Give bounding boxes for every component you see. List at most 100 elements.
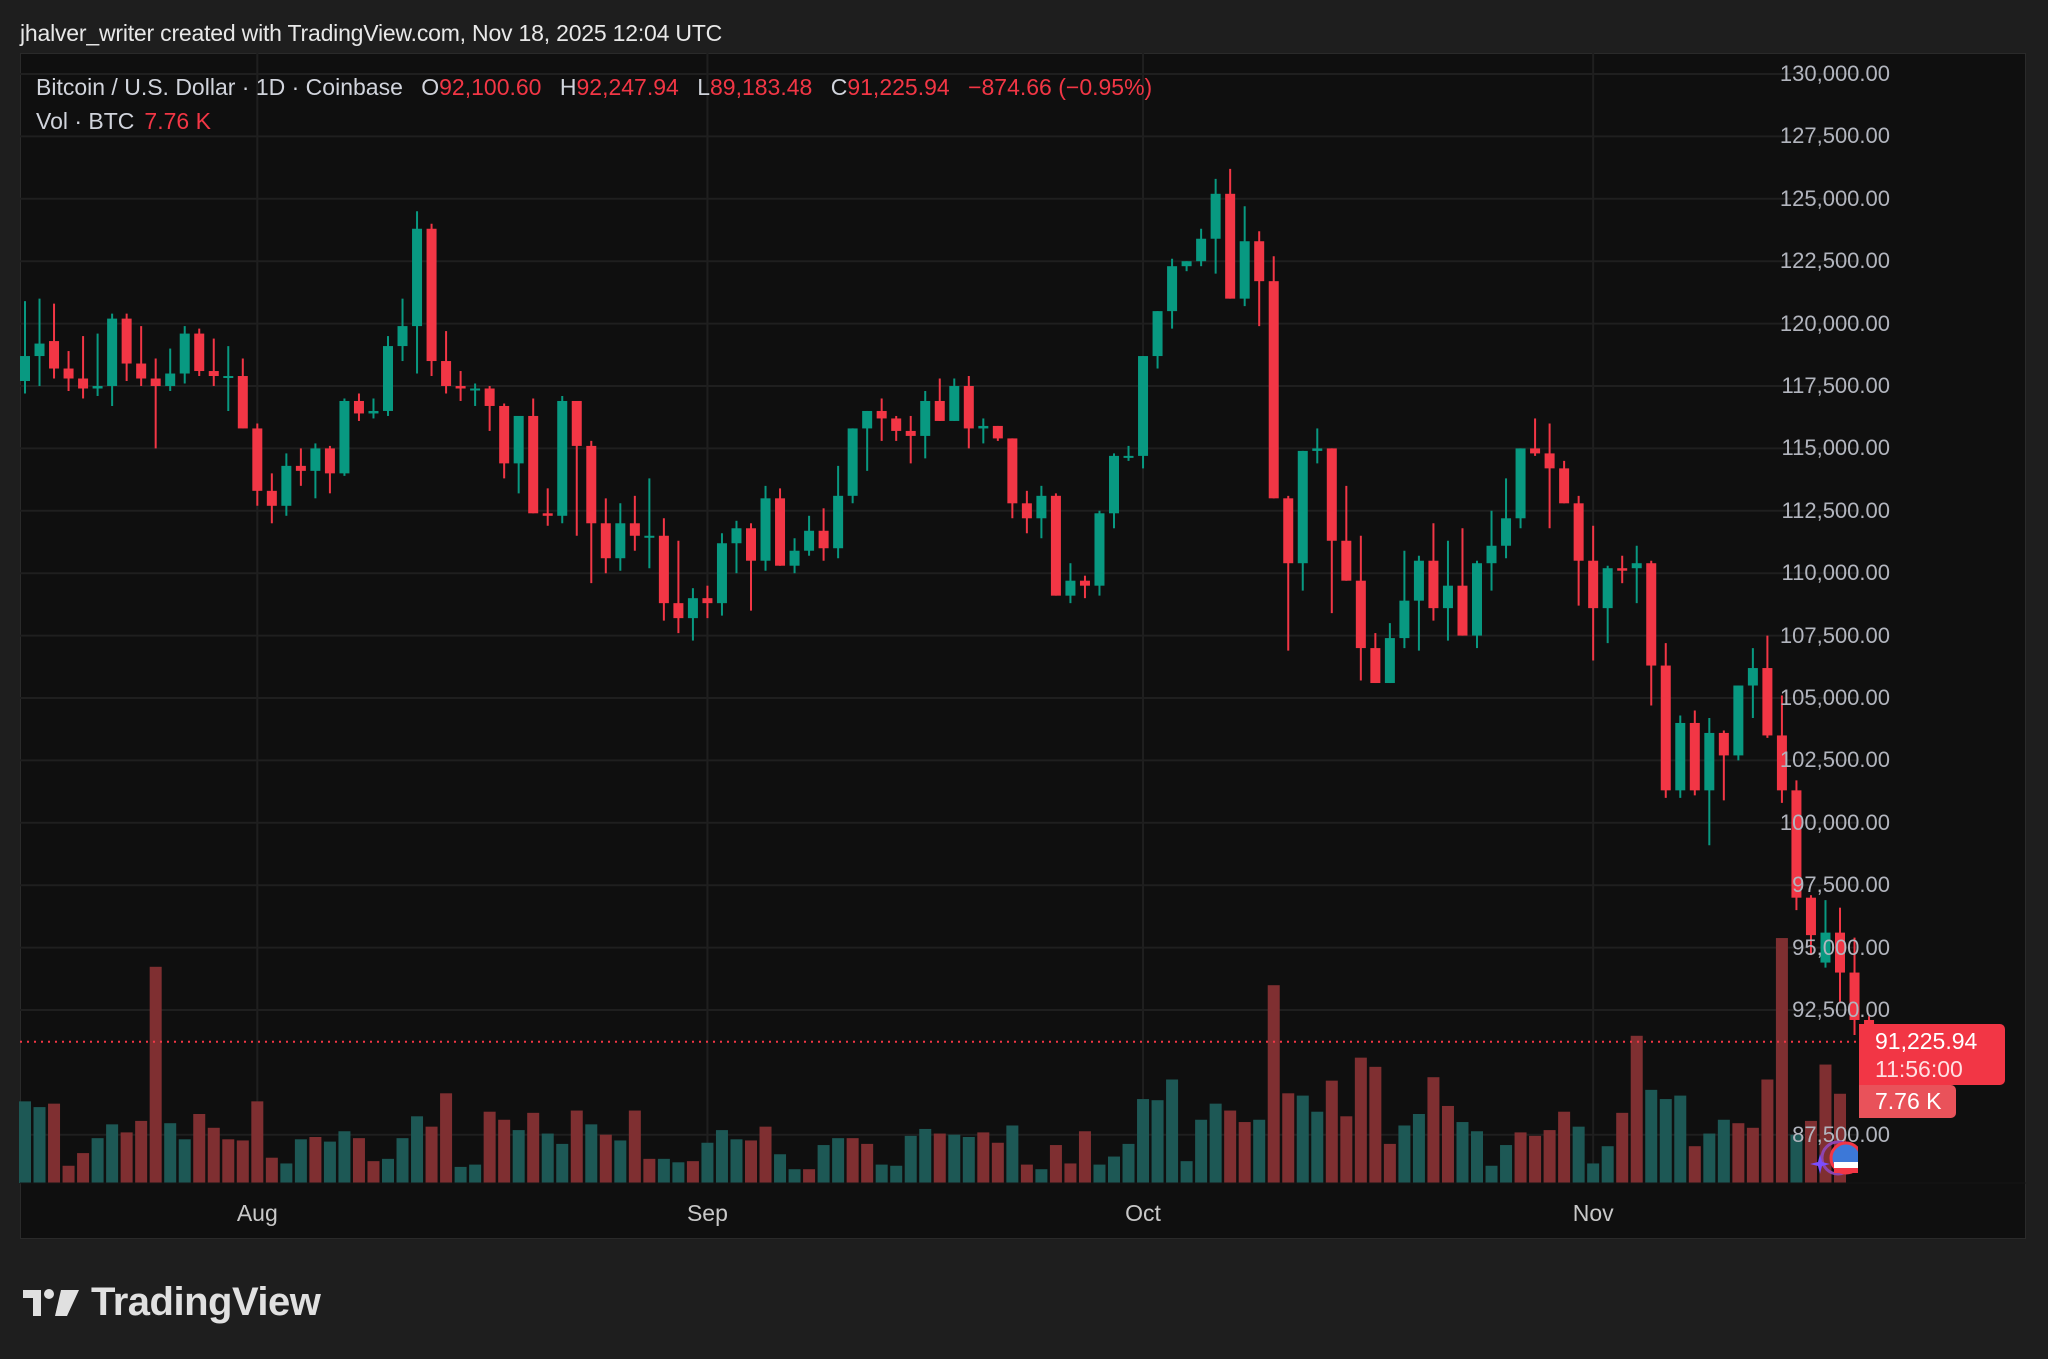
volume-bar (1166, 1079, 1179, 1183)
price-tick-label: 97,500.00 (1792, 872, 1890, 898)
candle (397, 326, 408, 347)
volume-bar (1427, 1077, 1440, 1183)
time-tick-label: Sep (686, 1200, 728, 1226)
volume-bar (396, 1138, 409, 1183)
volume-bar (933, 1133, 946, 1183)
volume-label[interactable]: Vol · BTC (36, 108, 135, 134)
candle (1472, 563, 1482, 636)
chart-grid (20, 53, 1857, 1183)
candle (673, 603, 684, 619)
volume-bar (1732, 1123, 1745, 1183)
last-volume-badge: 7.76 K (1859, 1085, 1956, 1118)
candle (1196, 238, 1207, 262)
candle (1254, 241, 1265, 282)
volume-bar (1717, 1119, 1730, 1183)
volume-bar (817, 1145, 830, 1183)
change-value: −874.66 (−0.95%) (968, 74, 1153, 100)
volume-bar (91, 1138, 104, 1183)
candle (1210, 193, 1221, 239)
volume-bar (556, 1143, 569, 1183)
events-icon[interactable] (1808, 1136, 1858, 1180)
candle (1297, 450, 1308, 564)
volume-bar (1456, 1122, 1469, 1183)
volume-legend: Vol · BTC 7.76 K (36, 108, 211, 135)
candle (1399, 600, 1410, 639)
volume-bar (338, 1131, 351, 1183)
volume-bar (294, 1139, 307, 1183)
candle (383, 346, 393, 411)
time-tick-label: Nov (1572, 1200, 1614, 1226)
candle (1181, 261, 1192, 267)
candle (1268, 281, 1279, 499)
candle (1762, 668, 1773, 736)
volume-bar (207, 1127, 220, 1183)
candle (1138, 356, 1149, 456)
candle (920, 400, 931, 436)
candle (194, 333, 205, 372)
price-candles (20, 168, 1875, 1093)
volume-bar (803, 1169, 816, 1183)
candle (339, 400, 350, 474)
tradingview-logo-icon (23, 1288, 79, 1316)
tradingview-logo[interactable]: TradingView (23, 1280, 321, 1325)
low-value: 89,183.48 (710, 74, 813, 100)
close-value: 91,225.94 (847, 74, 950, 100)
candle (1835, 932, 1845, 973)
candle (324, 448, 335, 474)
volume-bar (106, 1124, 119, 1183)
candle (499, 405, 510, 464)
symbol-title[interactable]: Bitcoin / U.S. Dollar · 1D · Coinbase (36, 74, 403, 100)
volume-bar (1108, 1156, 1120, 1183)
chart-legend: Bitcoin / U.S. Dollar · 1D · Coinbase O9… (36, 74, 1152, 101)
volume-bar (962, 1137, 975, 1183)
volume-bar (1398, 1125, 1411, 1183)
candle (876, 410, 887, 419)
candle (1167, 266, 1178, 312)
candle (862, 410, 873, 429)
candle (600, 523, 611, 559)
volume-bar (1441, 1105, 1454, 1183)
volume-bar (77, 1153, 90, 1183)
volume-bar (657, 1158, 670, 1183)
volume-bar (1587, 1163, 1600, 1183)
candle (1805, 897, 1816, 936)
chart-frame[interactable] (20, 53, 2026, 1239)
volume-bar (367, 1161, 380, 1183)
volume-bar (1006, 1125, 1019, 1183)
candle (1849, 972, 1860, 1020)
volume-bar (1775, 938, 1788, 1183)
candle (20, 356, 30, 382)
candle (658, 535, 669, 604)
candle (1617, 568, 1628, 571)
volume-bar (1122, 1143, 1135, 1183)
volume-bar (875, 1164, 888, 1183)
candle (310, 448, 321, 471)
candle (1588, 560, 1599, 609)
candle (1341, 540, 1352, 581)
candle (1109, 455, 1119, 514)
volume-bar (265, 1157, 278, 1183)
price-tick-label: 100,000.00 (1779, 809, 1890, 835)
candle (775, 498, 786, 566)
volume-bar (774, 1154, 787, 1183)
candle (1079, 580, 1090, 586)
volume-bar (1761, 1079, 1774, 1183)
candle (1486, 545, 1497, 564)
price-tick-label: 87,500.00 (1792, 1121, 1890, 1147)
volume-bar (643, 1158, 656, 1183)
candle (49, 341, 60, 369)
volume-bar (715, 1130, 728, 1183)
volume-bar (1035, 1169, 1048, 1183)
candle (34, 343, 45, 357)
volume-bar (991, 1142, 1004, 1183)
volume-bar (1296, 1095, 1309, 1183)
candle (789, 550, 800, 566)
volume-bar (1616, 1112, 1629, 1183)
volume-bar (411, 1116, 424, 1183)
price-tick-label: 92,500.00 (1792, 997, 1890, 1022)
volume-bar (541, 1133, 554, 1183)
volume-bar (919, 1128, 932, 1183)
volume-bar (440, 1093, 453, 1183)
volume-bar (614, 1140, 627, 1183)
